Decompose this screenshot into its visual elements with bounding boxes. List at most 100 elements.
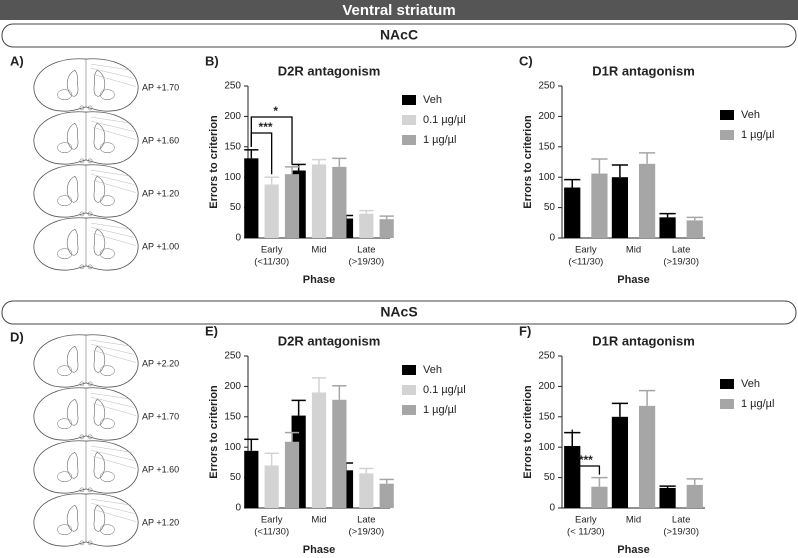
x-axis-label: Phase bbox=[303, 544, 335, 556]
chart-title: D1R antagonism bbox=[592, 63, 695, 78]
x-tick-label: Early bbox=[575, 245, 597, 256]
significance-bracket bbox=[571, 429, 601, 475]
bar bbox=[591, 173, 608, 238]
x-tick-label: Early bbox=[261, 245, 283, 256]
section-box bbox=[1, 300, 797, 325]
y-tick-label: 150 bbox=[224, 411, 241, 422]
legend-swatch bbox=[402, 115, 416, 125]
x-tick-label: Mid bbox=[311, 515, 326, 526]
y-tick-label: 50 bbox=[230, 472, 242, 483]
y-tick-label: 100 bbox=[538, 442, 555, 453]
chart-title: D2R antagonism bbox=[278, 333, 381, 348]
bar bbox=[264, 184, 279, 238]
bar bbox=[244, 158, 259, 238]
brain-section bbox=[33, 111, 139, 165]
y-tick-label: 100 bbox=[224, 172, 241, 183]
ap-label: AP +1.60 bbox=[142, 135, 179, 145]
x-tick-label: (>19/30) bbox=[349, 527, 385, 538]
legend-label: 0.1 µg/µl bbox=[423, 114, 466, 126]
y-tick-label: 250 bbox=[538, 351, 555, 362]
y-tick-label: 200 bbox=[224, 381, 241, 392]
ap-label: AP +1.70 bbox=[142, 82, 179, 92]
brain-section bbox=[33, 58, 139, 112]
x-tick-label: (>19/30) bbox=[349, 257, 385, 268]
brain-section bbox=[33, 164, 139, 218]
ap-label: AP +2.20 bbox=[142, 358, 179, 368]
brain-section bbox=[33, 217, 139, 271]
x-tick-label: Late bbox=[357, 245, 376, 256]
y-tick-label: 250 bbox=[224, 81, 241, 92]
x-axis-label: Phase bbox=[617, 274, 649, 286]
legend-swatch bbox=[720, 130, 734, 140]
x-tick-label: (< 11/30) bbox=[567, 527, 605, 538]
x-tick-label: (<11/30) bbox=[254, 257, 289, 268]
y-tick-label: 50 bbox=[230, 202, 242, 213]
x-tick-label: (<11/30) bbox=[254, 527, 289, 538]
bar bbox=[564, 187, 581, 238]
x-tick-label: (>19/30) bbox=[663, 257, 699, 268]
bar bbox=[591, 486, 608, 508]
ap-label: AP +1.00 bbox=[142, 241, 179, 251]
legend-swatch bbox=[402, 365, 416, 375]
bar bbox=[264, 465, 279, 508]
legend-label: Veh bbox=[423, 364, 442, 376]
y-tick-label: 50 bbox=[544, 202, 556, 213]
y-tick-label: 100 bbox=[224, 442, 241, 453]
chart-title: D2R antagonism bbox=[278, 63, 381, 78]
significance-label: * bbox=[273, 104, 278, 118]
bar bbox=[686, 484, 703, 508]
bar bbox=[379, 483, 394, 508]
brain-section bbox=[33, 440, 139, 494]
header-title: Ventral striatum bbox=[342, 2, 455, 19]
brain-section bbox=[33, 334, 139, 388]
y-tick-label: 150 bbox=[538, 141, 555, 152]
x-tick-label: Early bbox=[575, 515, 597, 526]
y-tick-label: 200 bbox=[224, 111, 241, 122]
bar bbox=[359, 213, 374, 238]
legend-label: 1 µg/µl bbox=[741, 129, 774, 141]
y-tick-label: 150 bbox=[538, 411, 555, 422]
bar bbox=[284, 441, 300, 508]
bar bbox=[332, 399, 347, 508]
section-title: NAcS bbox=[380, 304, 417, 320]
x-tick-label: (<11/30) bbox=[568, 257, 603, 268]
legend-swatch bbox=[402, 385, 416, 395]
ap-label: AP +1.20 bbox=[142, 517, 179, 527]
legend-swatch bbox=[402, 135, 416, 145]
y-tick-label: 0 bbox=[549, 503, 555, 514]
bar bbox=[379, 219, 394, 238]
panel-label: E) bbox=[205, 323, 218, 338]
header-bar bbox=[0, 0, 798, 20]
bar bbox=[284, 174, 300, 238]
x-tick-label: Late bbox=[672, 245, 691, 256]
legend-label: 1 µg/µl bbox=[741, 398, 774, 410]
x-tick-label: Mid bbox=[311, 245, 326, 256]
ap-label: AP +1.60 bbox=[142, 464, 179, 474]
panel-label: C) bbox=[519, 53, 533, 68]
bar bbox=[311, 164, 327, 238]
legend-label: 1 µg/µl bbox=[423, 404, 456, 416]
x-axis-label: Phase bbox=[617, 544, 649, 556]
bar bbox=[611, 177, 629, 238]
bar bbox=[686, 220, 703, 238]
y-tick-label: 0 bbox=[235, 503, 241, 514]
section-box bbox=[1, 23, 797, 48]
panel-label: B) bbox=[205, 53, 219, 68]
bar bbox=[564, 445, 581, 508]
bar bbox=[359, 473, 374, 508]
x-axis-label: Phase bbox=[303, 274, 335, 286]
bar bbox=[638, 163, 656, 238]
y-tick-label: 0 bbox=[235, 233, 241, 244]
x-tick-label: Late bbox=[357, 515, 376, 526]
y-tick-label: 200 bbox=[538, 111, 555, 122]
legend-swatch bbox=[402, 95, 416, 105]
x-tick-label: Mid bbox=[626, 515, 641, 526]
bar bbox=[659, 487, 676, 508]
y-tick-label: 100 bbox=[538, 172, 555, 183]
significance-label: *** bbox=[259, 120, 273, 134]
y-tick-label: 150 bbox=[224, 141, 241, 152]
bar bbox=[311, 392, 327, 508]
legend-swatch bbox=[720, 379, 734, 389]
legend-label: Veh bbox=[741, 109, 760, 121]
